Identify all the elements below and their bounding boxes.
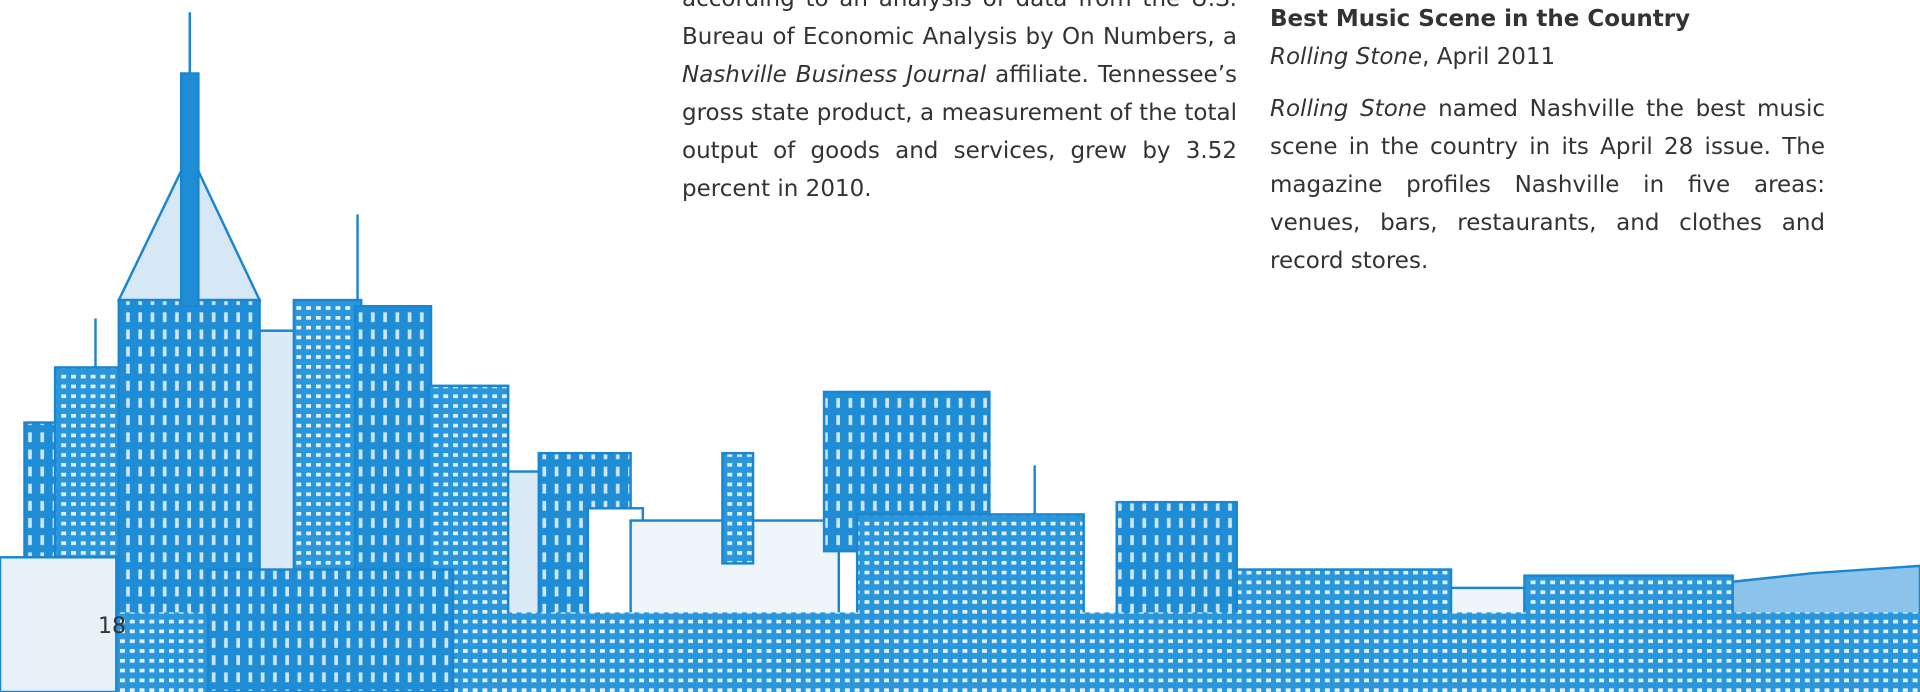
text-run: Rolling Stone [1270, 96, 1427, 122]
heading: Best Music Scene in the Country [1270, 6, 1691, 32]
right-column: Best Music Scene in the Country Rolling … [1270, 0, 1825, 280]
text-run: according to an analysis of data from th… [682, 0, 1237, 50]
source: Rolling Stone, April 2011 [1270, 38, 1825, 76]
text-run: Nashville Business Journal [682, 62, 987, 88]
left-column: according to an analysis of data from th… [682, 0, 1237, 208]
page-number: 18 [98, 614, 126, 639]
paragraph: Rolling Stone named Nashville the best m… [1270, 90, 1825, 280]
text-run: affiliate. Tennessee’s gross state produ… [682, 62, 1237, 202]
paragraph: according to an analysis of data from th… [682, 0, 1237, 208]
text-run: named Nashville the best music scene in … [1270, 96, 1825, 274]
text-run: , April 2011 [1422, 44, 1556, 70]
text-run: Rolling Stone [1270, 44, 1423, 70]
